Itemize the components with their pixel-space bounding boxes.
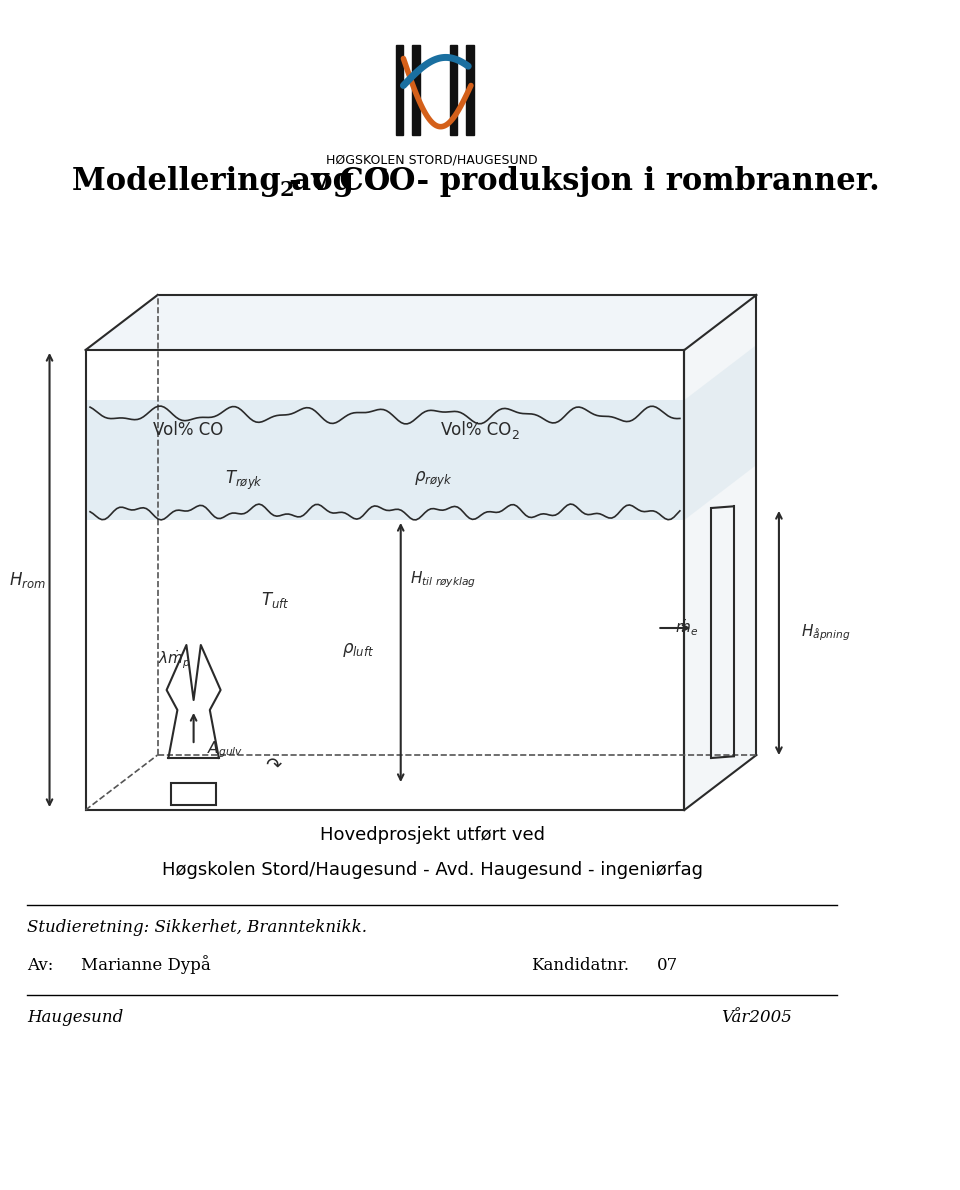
Text: $H_{åpning}$: $H_{åpning}$: [802, 622, 852, 644]
Text: Modellering av CO: Modellering av CO: [72, 165, 391, 198]
Bar: [413, 45, 420, 134]
Text: $T_{uft}$: $T_{uft}$: [261, 590, 290, 610]
Text: Studieretning: Sikkerhet, Brannteknikk.: Studieretning: Sikkerhet, Brannteknikk.: [27, 919, 367, 935]
Text: Hovedprosjekt utført ved: Hovedprosjekt utført ved: [320, 826, 544, 844]
Text: $\rho_{røyk}$: $\rho_{røyk}$: [414, 470, 453, 490]
Text: $\lambda\dot{m}_p$: $\lambda\dot{m}_p$: [157, 649, 190, 671]
Bar: [450, 45, 458, 134]
Text: $H_{rom}$: $H_{rom}$: [9, 570, 45, 590]
Text: $A_{gulv}$: $A_{gulv}$: [207, 740, 243, 760]
Text: Vår2005: Vår2005: [722, 1008, 792, 1026]
Text: Høgskolen Stord/Haugesund - Avd. Haugesund - ingeniørfag: Høgskolen Stord/Haugesund - Avd. Haugesu…: [161, 862, 703, 879]
Text: ↷: ↷: [266, 756, 282, 775]
Polygon shape: [85, 295, 756, 350]
Text: Vol% CO: Vol% CO: [153, 421, 224, 439]
Bar: [467, 45, 473, 134]
Text: Marianne Dypå: Marianne Dypå: [81, 956, 211, 975]
Text: Vol% CO: Vol% CO: [442, 421, 512, 439]
Text: HØGSKOLEN STORD/HAUGESUND: HØGSKOLEN STORD/HAUGESUND: [326, 154, 538, 165]
Bar: [396, 45, 403, 134]
Text: $H_{til\ røyklag}$: $H_{til\ røyklag}$: [410, 570, 476, 590]
Bar: [171, 783, 216, 804]
Text: $\dot{m}_e$: $\dot{m}_e$: [676, 618, 699, 638]
Polygon shape: [684, 295, 756, 810]
Text: - og CO- produksjon i rombranner.: - og CO- produksjon i rombranner.: [289, 165, 879, 198]
Text: Haugesund: Haugesund: [27, 1008, 123, 1026]
Text: $T_{røyk}$: $T_{røyk}$: [226, 469, 263, 491]
Text: Av:: Av:: [27, 957, 54, 973]
Text: Kandidatnr.: Kandidatnr.: [531, 957, 630, 973]
Text: 2: 2: [512, 428, 519, 441]
Polygon shape: [85, 345, 756, 520]
Text: 2: 2: [280, 180, 295, 200]
Text: 07: 07: [658, 957, 679, 973]
Text: $\rho_{luft}$: $\rho_{luft}$: [342, 641, 374, 659]
